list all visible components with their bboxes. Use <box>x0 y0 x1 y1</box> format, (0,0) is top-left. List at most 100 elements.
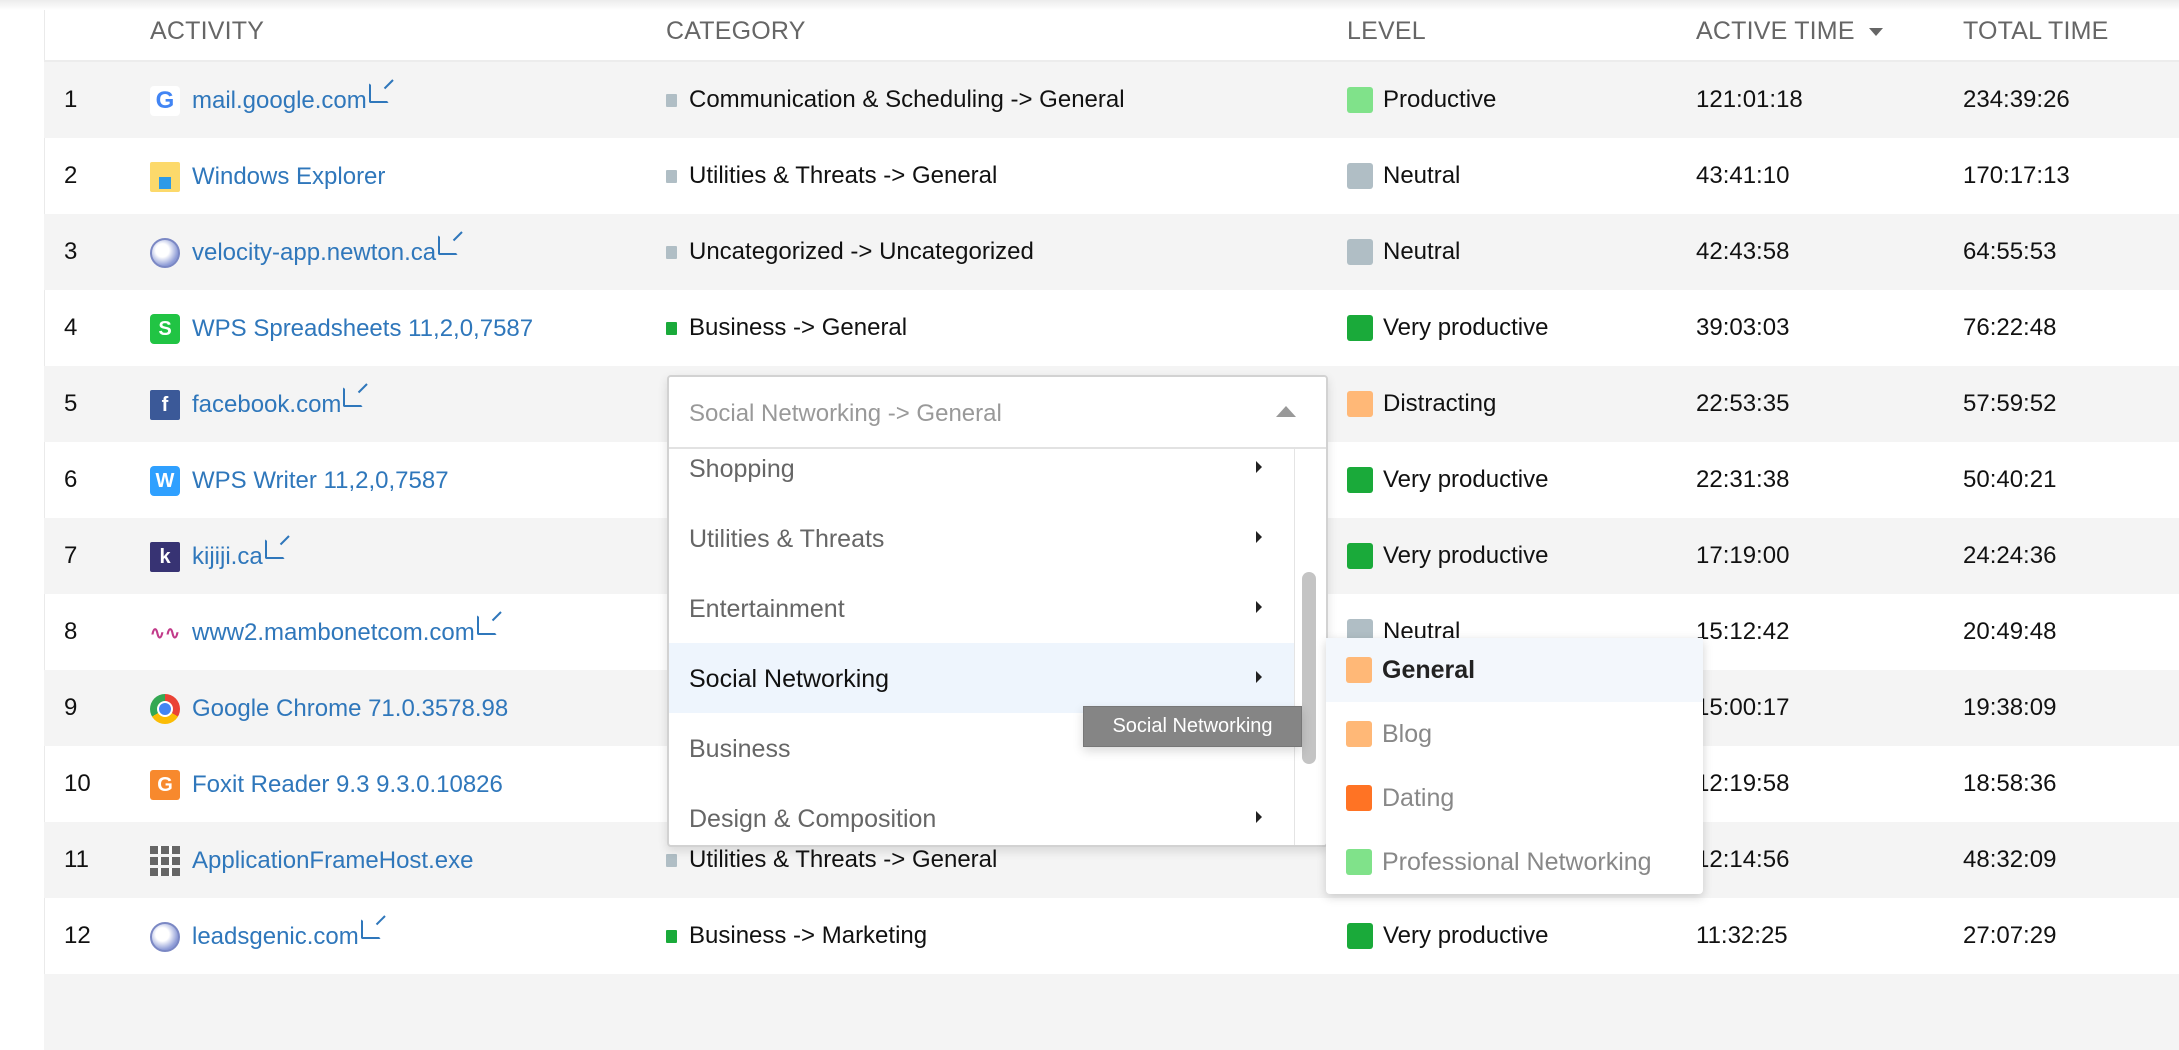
activity-link[interactable]: Windows Explorer <box>192 163 386 190</box>
category-option[interactable]: Utilities & Threats <box>669 503 1294 573</box>
caret-up-icon[interactable] <box>1276 406 1296 417</box>
category-option[interactable]: Social Networking <box>669 643 1294 713</box>
chevron-right-icon <box>1256 461 1262 473</box>
level-label: Very productive <box>1383 466 1549 493</box>
level-color-swatch <box>1347 467 1373 493</box>
active-time: 42:43:58 <box>1696 238 1790 265</box>
subcategory-option[interactable]: General <box>1326 638 1703 702</box>
activity-link[interactable]: Google Chrome 71.0.3578.98 <box>192 695 509 722</box>
wps-spreadsheets-icon: S <box>150 314 180 344</box>
google-icon: G <box>150 86 180 116</box>
category-cell[interactable]: Business -> Marketing <box>666 922 927 950</box>
active-time: 11:32:25 <box>1696 922 1788 949</box>
subcategory-option[interactable]: Dating <box>1326 766 1703 830</box>
activity-link[interactable]: kijiji.ca <box>192 543 263 570</box>
header-level[interactable]: LEVEL <box>1347 17 1426 45</box>
category-color-swatch <box>666 929 677 943</box>
table-row[interactable]: 4 S WPS Spreadsheets 11,2,0,7587 Business -… <box>44 290 2179 366</box>
category-option[interactable]: Entertainment <box>669 573 1294 643</box>
level-cell: Productive <box>1347 86 1496 114</box>
external-link-icon[interactable] <box>264 539 285 559</box>
row-number: 2 <box>64 162 78 189</box>
caret-down-icon[interactable] <box>1868 28 1883 37</box>
activity-cell: velocity-app.newton.ca <box>150 235 459 268</box>
category-option[interactable]: Design & Composition <box>669 783 1294 845</box>
level-label: Very productive <box>1383 542 1549 569</box>
category-option-label: Utilities & Threats <box>689 525 885 553</box>
table-row[interactable]: 6 W WPS Writer 11,2,0,7587 Very productive 2… <box>44 442 2179 518</box>
activity-link[interactable]: mail.google.com <box>192 87 367 114</box>
table-header: ACTIVITY CATEGORY LEVEL ACTIVE TIME TOTA… <box>44 0 2179 63</box>
table-row[interactable]: 2 Windows Explorer Utilities & Threats -> … <box>44 138 2179 214</box>
top-shadow <box>0 0 2179 10</box>
category-dropdown[interactable]: Social Networking -> General Shopping Uti… <box>667 375 1328 847</box>
table-row[interactable]: 12 leadsgenic.com Business -> Marketing Ver… <box>44 898 2179 974</box>
mambo-icon: ∿∿ <box>149 622 181 643</box>
category-cell[interactable]: Business -> General <box>666 314 907 342</box>
category-label: Communication & Scheduling -> General <box>689 86 1125 113</box>
external-link-icon[interactable] <box>368 83 389 103</box>
header-category[interactable]: CATEGORY <box>666 17 806 45</box>
facebook-icon: f <box>150 390 180 420</box>
active-time: 22:53:35 <box>1696 390 1790 417</box>
external-link-icon[interactable] <box>438 235 459 255</box>
globe-icon <box>150 238 180 268</box>
level-cell: Very productive <box>1347 466 1548 494</box>
total-time: 48:32:09 <box>1963 846 2057 873</box>
header-active-time[interactable]: ACTIVE TIME <box>1696 17 1883 46</box>
total-time: 50:40:21 <box>1963 466 2057 493</box>
header-activity[interactable]: ACTIVITY <box>150 17 265 45</box>
external-link-icon[interactable] <box>360 919 381 939</box>
subcategory-color-swatch <box>1346 657 1372 683</box>
activity-link[interactable]: WPS Writer 11,2,0,7587 <box>192 467 449 494</box>
activity-link[interactable]: www2.mambonetcom.com <box>192 619 475 646</box>
table-row[interactable]: 3 velocity-app.newton.ca Uncategorized -> … <box>44 214 2179 290</box>
category-color-swatch <box>666 321 677 335</box>
active-time: 121:01:18 <box>1696 86 1803 113</box>
table-row-partial[interactable] <box>44 974 2179 1050</box>
row-number: 8 <box>64 618 78 645</box>
category-option[interactable]: Shopping <box>669 433 1294 503</box>
activity-cell: Windows Explorer <box>150 162 385 192</box>
category-cell[interactable]: Uncategorized -> Uncategorized <box>666 238 1034 266</box>
table-row[interactable]: 10 G Foxit Reader 9.3 9.3.0.10826 12:19:58 1… <box>44 746 2179 822</box>
activity-link[interactable]: leadsgenic.com <box>192 923 359 950</box>
level-label: Very productive <box>1383 922 1549 949</box>
subcategory-option[interactable]: Blog <box>1326 702 1703 766</box>
activity-link[interactable]: facebook.com <box>192 391 342 418</box>
level-label: Distracting <box>1383 390 1497 417</box>
chevron-right-icon <box>1256 601 1262 613</box>
foxit-icon: G <box>150 770 180 800</box>
category-cell[interactable]: Utilities & Threats -> General <box>666 846 997 874</box>
subcategory-label: Dating <box>1382 783 1455 812</box>
header-total-time[interactable]: TOTAL TIME <box>1963 17 2109 45</box>
category-color-swatch <box>666 245 677 259</box>
category-cell[interactable]: Communication & Scheduling -> General <box>666 86 1125 114</box>
level-color-swatch <box>1347 239 1373 265</box>
external-link-icon[interactable] <box>343 387 364 407</box>
level-cell: Neutral <box>1347 162 1460 190</box>
subcategory-option[interactable]: Professional Networking <box>1326 830 1703 894</box>
activity-link[interactable]: velocity-app.newton.ca <box>192 239 437 266</box>
active-time: 17:19:00 <box>1696 542 1790 569</box>
level-color-swatch <box>1347 391 1373 417</box>
category-select-value: Social Networking -> General <box>689 400 1002 427</box>
activity-cell: leadsgenic.com <box>150 919 381 952</box>
activity-link[interactable]: Foxit Reader 9.3 9.3.0.10826 <box>192 771 503 798</box>
activity-link[interactable]: WPS Spreadsheets 11,2,0,7587 <box>192 315 534 342</box>
total-time: 57:59:52 <box>1963 390 2057 417</box>
activity-link[interactable]: ApplicationFrameHost.exe <box>192 847 474 874</box>
level-label: Neutral <box>1383 162 1461 189</box>
external-link-icon[interactable] <box>476 615 497 635</box>
dropdown-scrollbar[interactable] <box>1302 572 1316 764</box>
subcategory-menu: General Blog Dating Professional Networking <box>1326 638 1703 894</box>
activity-cell: G Foxit Reader 9.3 9.3.0.10826 <box>150 770 503 800</box>
row-number: 12 <box>64 922 91 949</box>
category-option[interactable]: Business <box>669 713 1294 783</box>
category-select-input[interactable]: Social Networking -> General <box>669 377 1326 449</box>
row-number: 11 <box>64 846 89 873</box>
kijiji-icon: k <box>150 542 180 572</box>
category-cell[interactable]: Utilities & Threats -> General <box>666 162 997 190</box>
active-time: 22:31:38 <box>1696 466 1790 493</box>
